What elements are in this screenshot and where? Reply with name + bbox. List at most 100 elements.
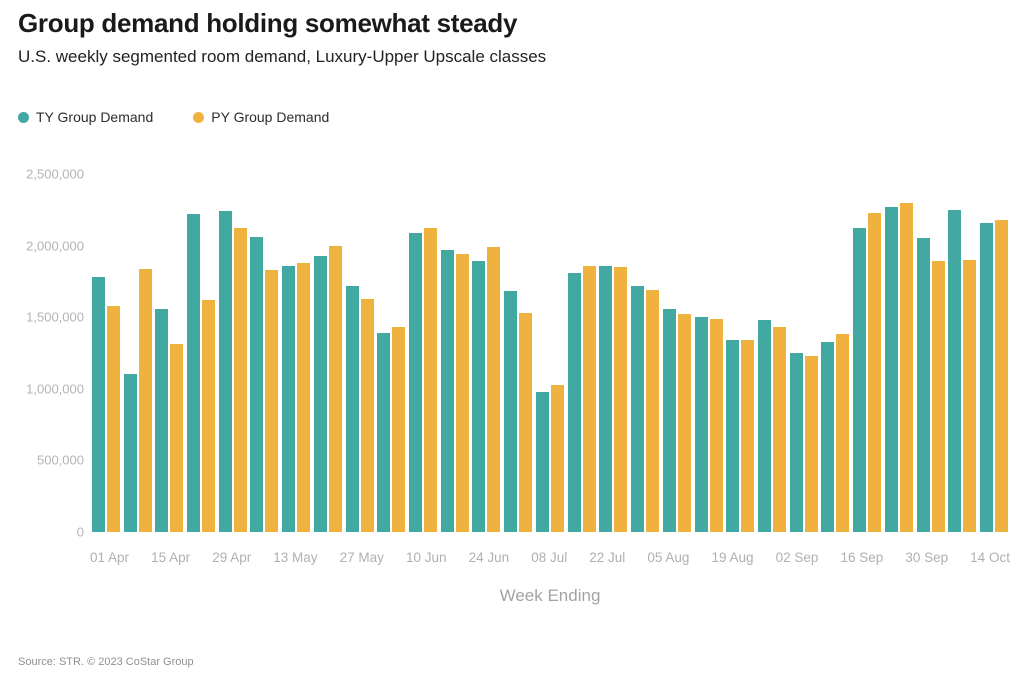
x-tick-cell: 13 May [273, 550, 317, 565]
x-tick-cell: 15 Apr [151, 550, 190, 565]
x-tick-cell [129, 550, 151, 565]
py-bar-08-apr[interactable] [138, 268, 152, 532]
x-tick-label: 02 Sep [775, 550, 819, 565]
py-bar-15-apr[interactable] [170, 344, 184, 532]
bar-pair-10-jun [407, 174, 439, 532]
py-bar-15-jul[interactable] [582, 265, 596, 532]
bar-pair-15-apr [153, 174, 185, 532]
ty-bar-01-jul[interactable] [504, 291, 518, 532]
py-bar-29-jul[interactable] [646, 290, 660, 532]
x-tick-cell [384, 550, 406, 565]
ty-bar-02-sep[interactable] [789, 353, 803, 532]
py-bar-10-jun[interactable] [424, 228, 438, 532]
ty-bar-23-sep[interactable] [884, 206, 898, 532]
py-bar-22-jul[interactable] [614, 267, 628, 532]
x-tick-cell [567, 550, 589, 565]
ty-bar-29-apr[interactable] [218, 211, 232, 532]
x-tick-cell [318, 550, 340, 565]
ty-bar-08-apr[interactable] [123, 374, 137, 532]
ty-bar-08-jul[interactable] [535, 391, 549, 532]
ty-bar-27-may[interactable] [345, 285, 359, 532]
ty-bar-03-jun[interactable] [377, 332, 391, 532]
x-tick-cell [883, 550, 905, 565]
bar-pair-22-jul [598, 174, 630, 532]
ty-bar-01-apr[interactable] [91, 277, 105, 532]
y-tick-label: 1,000,000 [26, 381, 84, 397]
ty-bar-26-aug[interactable] [757, 320, 771, 532]
ty-bar-15-apr[interactable] [155, 308, 169, 532]
x-tick-label: 30 Sep [905, 550, 949, 565]
ty-bar-14-oct[interactable] [979, 222, 993, 532]
py-bar-01-jul[interactable] [519, 312, 533, 532]
py-bar-08-jul[interactable] [550, 384, 564, 532]
x-tick-cell: 19 Aug [711, 550, 753, 565]
chart-title: Group demand holding somewhat steady [18, 8, 518, 38]
x-tick-cell: 24 Jun [469, 550, 510, 565]
py-bar-27-may[interactable] [360, 298, 374, 532]
py-series-dot-icon [193, 111, 205, 123]
x-tick-cell: 16 Sep [840, 550, 883, 565]
py-bar-06-may[interactable] [265, 269, 279, 532]
py-bar-20-may[interactable] [328, 245, 342, 532]
bar-pair-09-sep [820, 174, 852, 532]
py-bar-29-apr[interactable] [233, 228, 247, 532]
py-bar-09-sep[interactable] [836, 334, 850, 532]
py-bar-13-may[interactable] [297, 262, 311, 532]
py-bar-16-sep[interactable] [868, 212, 882, 532]
py-bar-03-jun[interactable] [392, 327, 406, 532]
py-bar-01-apr[interactable] [106, 305, 120, 532]
bar-pair-26-aug [756, 174, 788, 532]
ty-bar-15-jul[interactable] [567, 272, 581, 532]
py-bar-05-aug[interactable] [677, 314, 691, 532]
x-tick-label: 10 Jun [405, 550, 447, 565]
py-bar-17-jun[interactable] [455, 254, 469, 532]
py-bar-26-aug[interactable] [772, 327, 786, 532]
bar-pair-01-apr [90, 174, 122, 532]
x-tick-cell: 14 Oct [970, 550, 1010, 565]
py-bar-30-sep[interactable] [931, 261, 945, 532]
py-bar-24-jun[interactable] [487, 247, 501, 532]
py-bar-23-sep[interactable] [899, 202, 913, 532]
x-tick-label: 15 Apr [151, 550, 191, 565]
ty-bar-17-jun[interactable] [440, 249, 454, 532]
y-tick-label: 2,000,000 [26, 238, 84, 254]
x-tick-cell: 05 Aug [647, 550, 689, 565]
ty-bar-16-sep[interactable] [853, 228, 867, 532]
py-bar-07-oct[interactable] [963, 259, 977, 532]
ty-bar-09-sep[interactable] [821, 341, 835, 532]
ty-bar-06-may[interactable] [250, 237, 264, 532]
ty-bar-19-aug[interactable] [726, 340, 740, 532]
py-bar-12-aug[interactable] [709, 318, 723, 532]
bar-pair-08-jul [534, 174, 566, 532]
ty-bar-30-sep[interactable] [916, 238, 930, 532]
x-tick-cell: 10 Jun [406, 550, 447, 565]
ty-bar-13-may[interactable] [282, 265, 296, 532]
legend-item-ty: TY Group Demand [18, 109, 153, 125]
x-tick-cell [190, 550, 212, 565]
py-bar-22-apr[interactable] [202, 300, 216, 532]
ty-bar-22-jul[interactable] [599, 265, 613, 532]
ty-bar-12-aug[interactable] [694, 317, 708, 532]
x-tick-cell [948, 550, 970, 565]
x-tick-cell: 27 May [340, 550, 384, 565]
ty-bar-07-oct[interactable] [948, 209, 962, 532]
x-tick-label: 16 Sep [840, 550, 884, 565]
py-bar-19-aug[interactable] [741, 340, 755, 532]
x-tick-cell [818, 550, 840, 565]
bar-pair-03-jun [375, 174, 407, 532]
plot-area [90, 174, 1010, 532]
py-bar-02-sep[interactable] [804, 355, 818, 532]
bar-pair-22-apr [185, 174, 217, 532]
ty-bar-10-jun[interactable] [409, 232, 423, 532]
py-bar-14-oct[interactable] [994, 219, 1008, 532]
ty-bar-29-jul[interactable] [631, 285, 645, 532]
ty-series-dot-icon [18, 111, 29, 123]
ty-bar-24-jun[interactable] [472, 261, 486, 532]
legend: TY Group Demand PY Group Demand [18, 109, 329, 125]
ty-bar-05-aug[interactable] [662, 308, 676, 532]
ty-bar-20-may[interactable] [313, 255, 327, 532]
ty-bar-22-apr[interactable] [187, 214, 201, 532]
x-tick-cell [509, 550, 531, 565]
bar-pair-08-apr [122, 174, 154, 532]
bar-pair-29-apr [217, 174, 249, 532]
